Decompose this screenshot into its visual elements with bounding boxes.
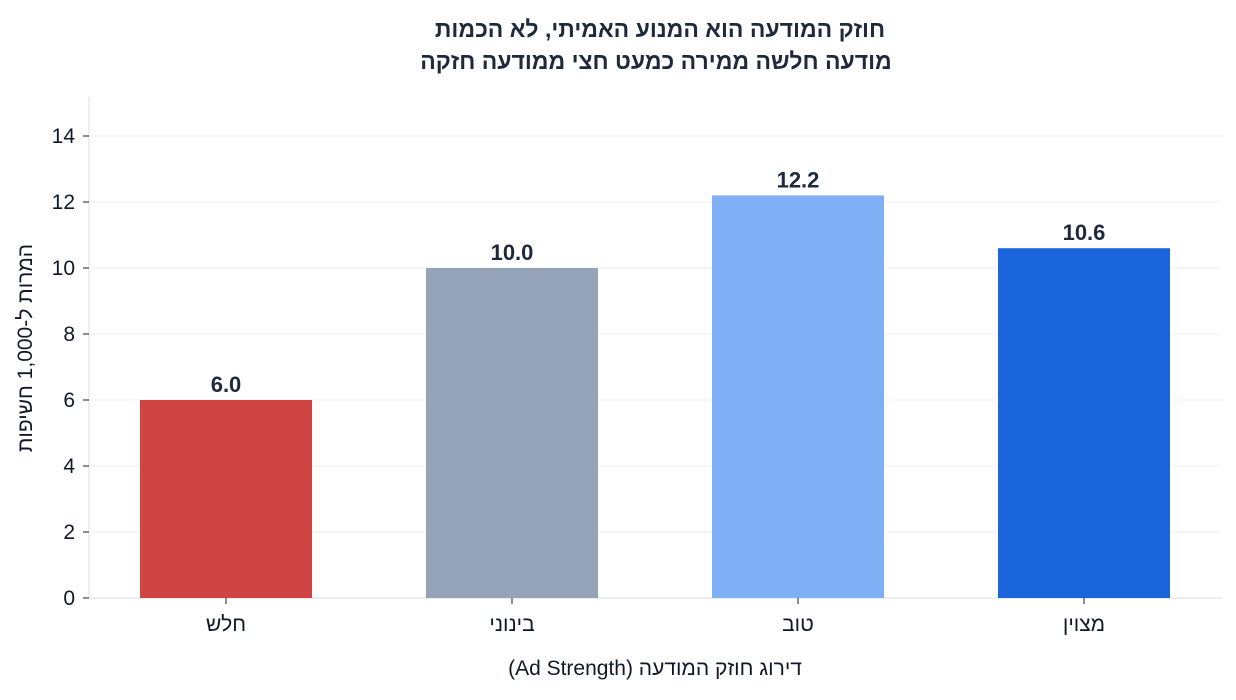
y-tick-label-12: 12 <box>52 191 75 214</box>
category-label-1: בינוני <box>489 613 534 636</box>
bar-1 <box>426 268 598 598</box>
y-tick-label-8: 8 <box>63 323 75 346</box>
y-ticks: 0 2 4 6 8 10 12 14 <box>52 125 89 610</box>
chart-title-line-2: מודעה חלשה ממירה כמעט חצי ממודעה חזקה <box>420 48 892 74</box>
value-label-0: 6.0 <box>211 372 242 397</box>
y-tick-label-10: 10 <box>52 257 75 280</box>
value-label-1: 10.0 <box>491 240 534 265</box>
bar-2 <box>712 195 884 598</box>
y-tick-label-14: 14 <box>52 125 76 148</box>
chart-title-line-1: חוזק המודעה הוא המנוע האמיתי, לא הכמות <box>435 16 885 42</box>
y-axis-label: המרות ל-1,000 חשיפות <box>14 244 37 452</box>
category-label-0: חלש <box>206 613 246 636</box>
y-tick-label-6: 6 <box>63 389 75 412</box>
y-tick-label-4: 4 <box>63 455 75 478</box>
category-label-2: טוב <box>782 613 814 636</box>
value-label-3: 10.6 <box>1063 220 1106 245</box>
y-tick-label-2: 2 <box>63 521 75 544</box>
value-labels: 6.0 10.0 12.2 10.6 <box>211 167 1106 397</box>
bar-0 <box>140 400 312 598</box>
category-labels: חלש בינוני טוב מצוין <box>206 598 1105 636</box>
x-axis-label: דירוג חוזק המודעה (Ad Strength) <box>508 657 802 680</box>
value-label-2: 12.2 <box>777 167 820 192</box>
bars <box>140 195 1170 598</box>
bar-3 <box>998 248 1170 598</box>
y-tick-label-0: 0 <box>63 587 75 610</box>
category-label-3: מצוין <box>1063 613 1105 636</box>
